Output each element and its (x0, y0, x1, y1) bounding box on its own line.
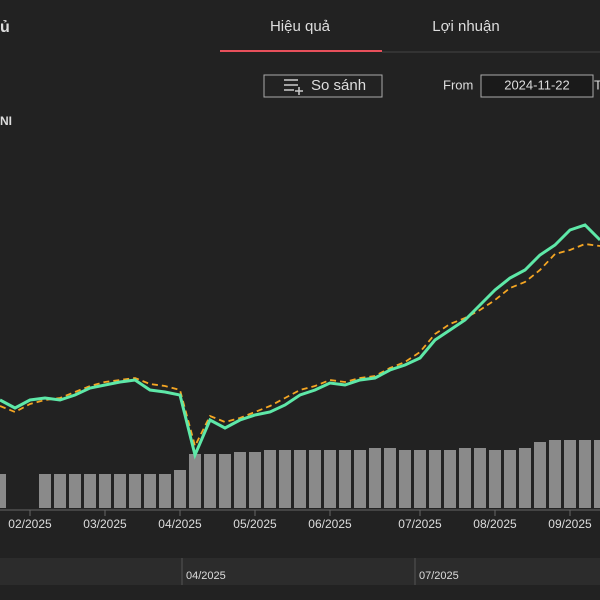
volume-bar (444, 450, 456, 508)
legend-label: NI (0, 114, 12, 128)
volume-bar (489, 450, 501, 508)
navigator-label: 07/2025 (419, 570, 459, 582)
volume-bar (39, 474, 51, 508)
volume-bar (519, 448, 531, 508)
volume-bar (294, 450, 306, 508)
x-tick-label: 07/2025 (398, 517, 442, 531)
volume-bar (114, 474, 126, 508)
volume-bar (144, 474, 156, 508)
volume-bar (264, 450, 276, 508)
volume-bar (384, 448, 396, 508)
x-tick-label: 09/2025 (548, 517, 592, 531)
volume-bar (354, 450, 366, 508)
x-tick-label: 03/2025 (83, 517, 127, 531)
date-value[interactable]: 2024-11-22 (504, 77, 570, 92)
series-line (0, 223, 600, 460)
x-tick-label: 06/2025 (308, 517, 352, 531)
volume-bar (234, 452, 246, 508)
volume-bar (129, 474, 141, 508)
x-tick-label: 04/2025 (158, 517, 202, 531)
volume-bar (84, 474, 96, 508)
x-tick-label: 05/2025 (233, 517, 277, 531)
volume-bar (534, 442, 546, 508)
volume-bar (549, 440, 561, 508)
to-label: T (594, 77, 600, 92)
volume-bar (174, 470, 186, 508)
x-tick-label: 08/2025 (473, 517, 517, 531)
compare-button[interactable] (263, 74, 383, 98)
volume-bar (0, 474, 6, 508)
volume-bar (579, 440, 591, 508)
volume-bar (399, 450, 411, 508)
volume-bar (204, 454, 216, 508)
volume-bar (594, 440, 600, 508)
volume-bar (279, 450, 291, 508)
date-input[interactable] (480, 74, 594, 98)
volume-bar (339, 450, 351, 508)
volume-bar (54, 474, 66, 508)
volume-bar (324, 450, 336, 508)
volume-bar (369, 448, 381, 508)
volume-bar (159, 474, 171, 508)
volume-bar (564, 440, 576, 508)
navigator-label: 04/2025 (186, 570, 226, 582)
x-tick-label: 02/2025 (8, 517, 52, 531)
volume-bar (189, 454, 201, 508)
volume-bar (309, 450, 321, 508)
compare-label[interactable]: So sánh (311, 77, 366, 94)
title: ủ (0, 19, 10, 36)
tab[interactable]: Lợi nhuận (432, 18, 499, 35)
from-label: From (443, 77, 473, 92)
navigator[interactable] (0, 558, 600, 585)
volume-bar (459, 448, 471, 508)
volume-bar (69, 474, 81, 508)
tab[interactable]: Hiệu quả (270, 18, 331, 35)
volume-bar (414, 450, 426, 508)
volume-bar (504, 450, 516, 508)
series-line (0, 243, 600, 449)
volume-bar (474, 448, 486, 508)
compare-icon (284, 79, 303, 95)
volume-bar (99, 474, 111, 508)
volume-bar (219, 454, 231, 508)
volume-bar (249, 452, 261, 508)
volume-bar (429, 450, 441, 508)
